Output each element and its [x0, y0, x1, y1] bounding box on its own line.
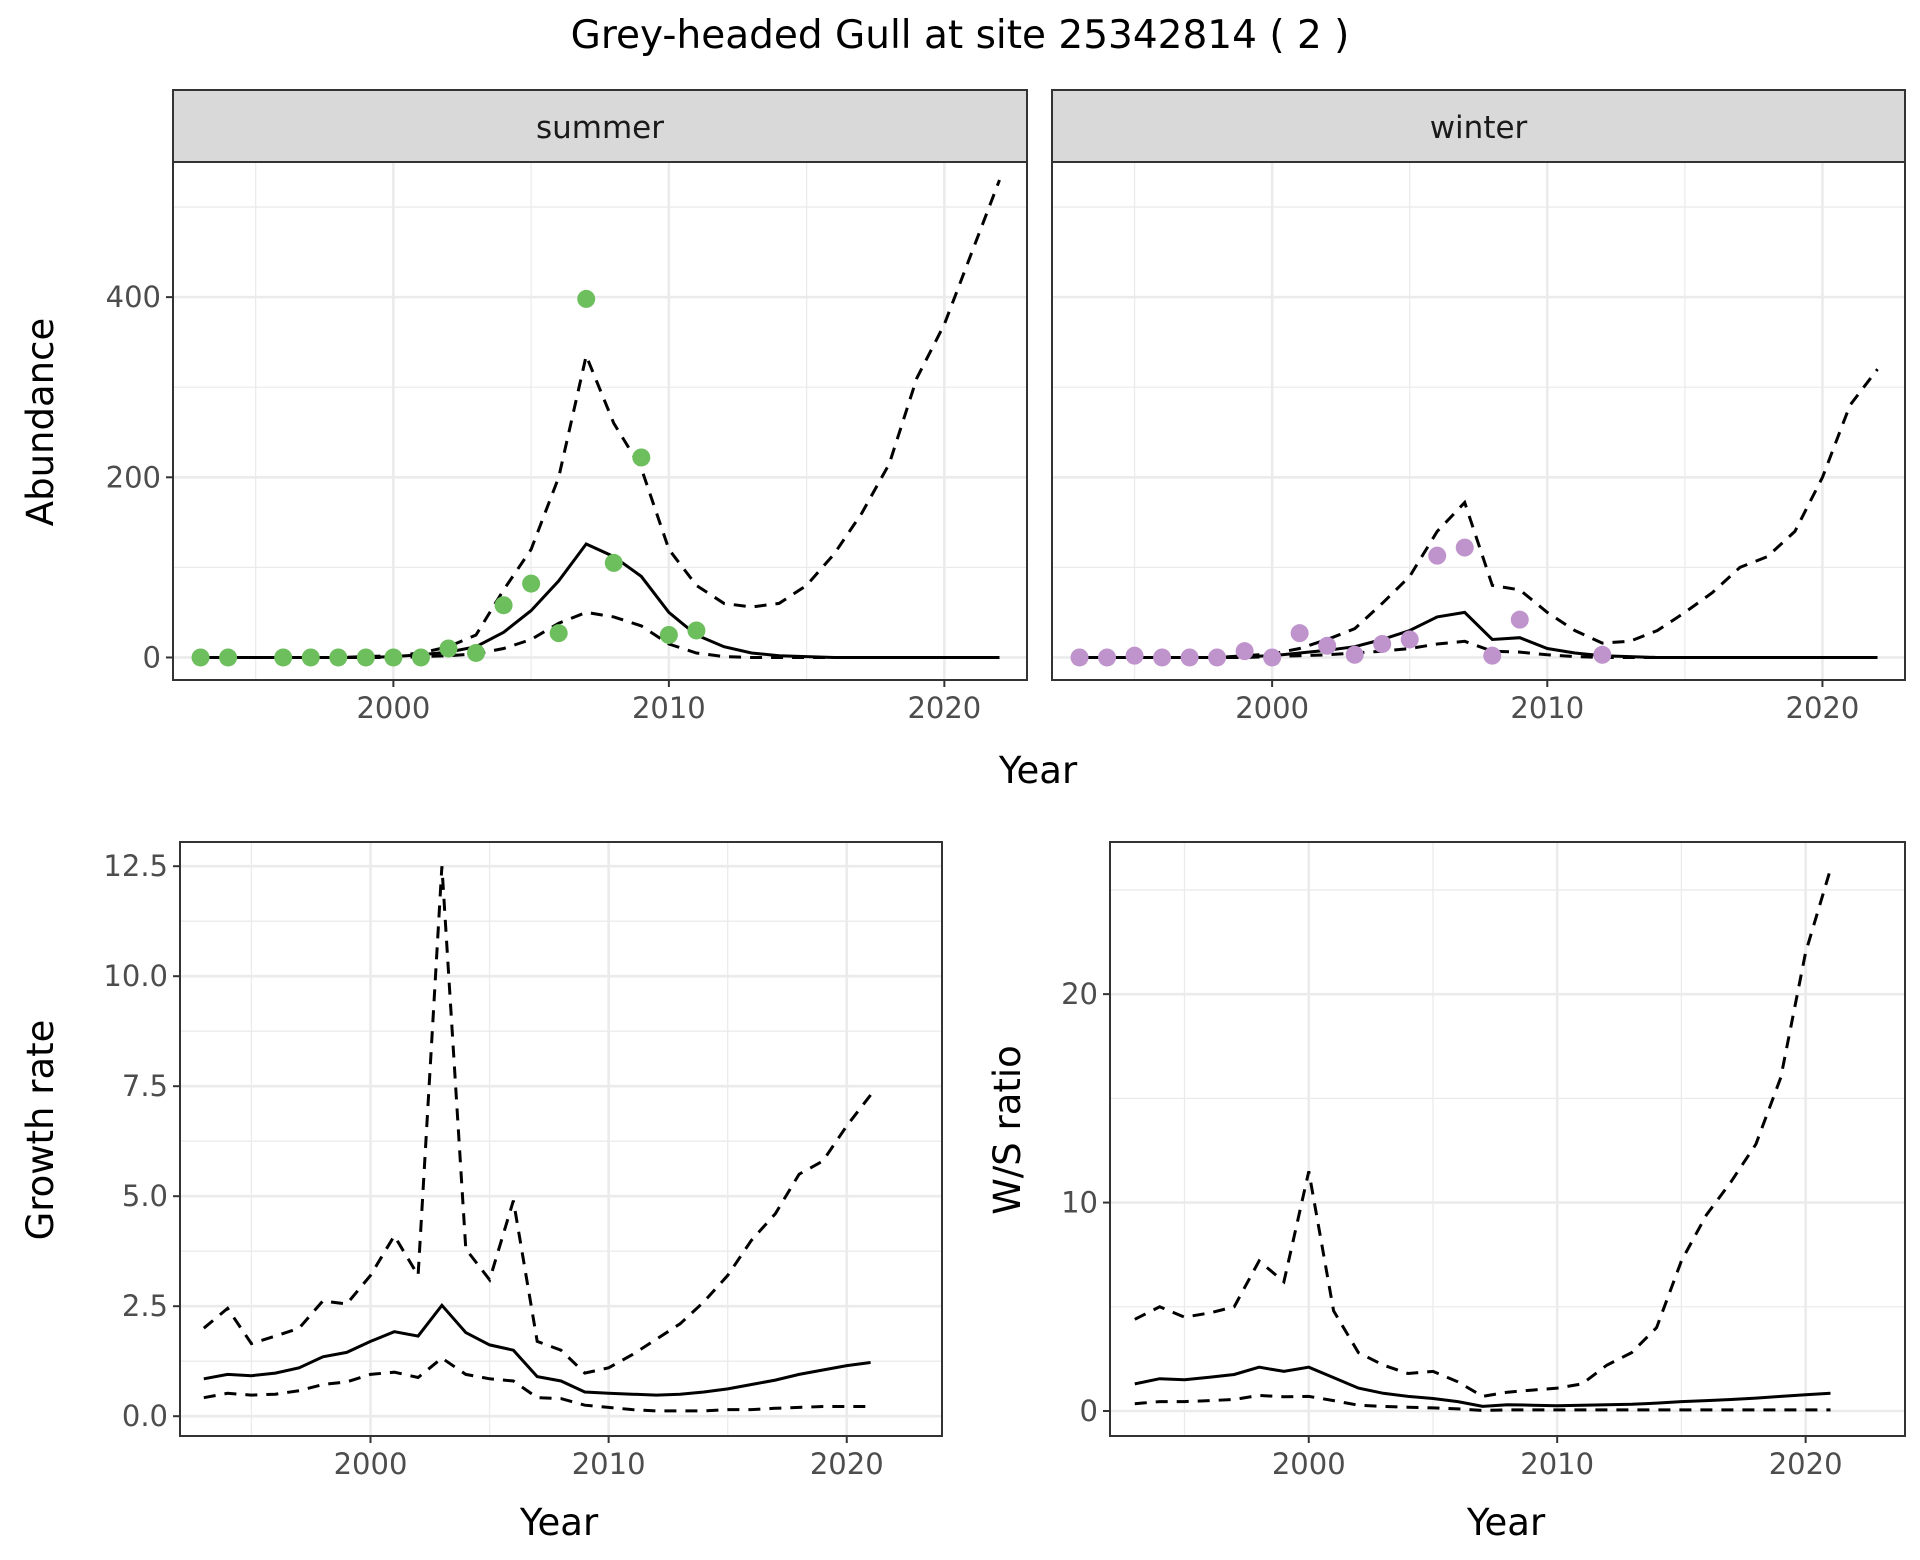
abundance-summer-panel: summer 2000 2010 2020 0 200 400	[106, 89, 1028, 725]
summer-point	[467, 643, 486, 662]
winter-point	[1153, 648, 1172, 667]
summer-point	[604, 553, 623, 572]
x-tick-label: 2000	[334, 1447, 408, 1481]
winter-point	[1125, 646, 1144, 665]
y-tick-label: 10.0	[103, 959, 168, 993]
summer-point	[522, 574, 541, 593]
summer-point	[549, 624, 568, 643]
winter-point	[1455, 538, 1474, 557]
summer-point	[301, 648, 320, 667]
growth-lower-line	[203, 1356, 871, 1413]
summer-point	[411, 648, 430, 667]
panel-border	[1051, 161, 1906, 681]
y-tick-label: 0	[143, 640, 161, 674]
panel-border	[1109, 841, 1906, 1437]
winter-point	[1263, 648, 1282, 667]
y-tick-label: 7.5	[122, 1069, 168, 1103]
x-tick-label: 2000	[1272, 1447, 1346, 1481]
summer-point	[659, 625, 678, 644]
panel-border	[172, 161, 1028, 681]
facet-strip-label: summer	[536, 110, 664, 146]
winter-point	[1290, 624, 1309, 643]
facet-strip	[172, 89, 1028, 163]
ratio-xlabel: Year	[1466, 1501, 1546, 1544]
winter-point	[1070, 648, 1089, 667]
ratio-lower-line	[1134, 1393, 1831, 1412]
y-tick-label: 10	[1061, 1186, 1098, 1220]
winter-point	[1373, 634, 1392, 653]
x-tick-label: 2020	[907, 691, 981, 725]
growth-upper-line	[202, 866, 872, 1375]
x-tick-label: 2000	[356, 691, 430, 725]
summer-point	[274, 648, 293, 667]
facet-strip-label: winter	[1430, 110, 1528, 146]
x-tick-label: 2020	[810, 1447, 884, 1481]
winter-point	[1098, 648, 1117, 667]
panel-background	[173, 162, 1027, 680]
winter-point	[1400, 630, 1419, 649]
summer-point	[191, 648, 210, 667]
facet-strip	[1051, 89, 1906, 163]
x-tick-label: 2020	[1769, 1447, 1843, 1481]
x-tick-label: 2020	[1786, 691, 1860, 725]
panel-border	[179, 841, 943, 1437]
winter-point	[1510, 610, 1529, 629]
winter-point	[1428, 546, 1447, 565]
x-tick-label: 2010	[1520, 1447, 1594, 1481]
summer-point	[494, 596, 513, 615]
x-tick-label: 2010	[572, 1447, 646, 1481]
growth-ylabel: Growth rate	[19, 1020, 62, 1241]
growth-mean-line	[203, 1302, 871, 1397]
summer-point	[329, 648, 348, 667]
summer-point	[439, 639, 458, 658]
ratio-ylabel: W/S ratio	[986, 1045, 1029, 1215]
summer-point	[384, 648, 403, 667]
x-tick-label: 2010	[632, 691, 706, 725]
ratio-mean-line	[1134, 1365, 1831, 1408]
abundance-ylabel: Abundance	[19, 318, 62, 526]
y-tick-label: 2.5	[122, 1289, 168, 1323]
x-tick-label: 2000	[1235, 691, 1309, 725]
winter-point	[1345, 645, 1364, 664]
panel-background	[180, 842, 942, 1436]
abundance-winter-panel: winter 2000 2010 2020	[1051, 89, 1906, 725]
summer-point	[687, 621, 706, 640]
y-tick-label: 5.0	[122, 1179, 168, 1213]
figure-title: Grey-headed Gull at site 25342814 ( 2 )	[571, 13, 1350, 58]
y-tick-label: 0	[1080, 1394, 1098, 1428]
summer-point	[219, 648, 238, 667]
winter-point	[1483, 646, 1502, 665]
x-tick-label: 2010	[1510, 691, 1584, 725]
y-tick-label: 0.0	[122, 1399, 168, 1433]
panel-background	[1110, 842, 1905, 1436]
summer-point	[356, 648, 375, 667]
winter-point	[1593, 645, 1612, 664]
winter-point	[1180, 648, 1199, 667]
winter-point	[1208, 648, 1227, 667]
abundance-xlabel: Year	[998, 749, 1078, 792]
y-tick-label: 20	[1061, 977, 1098, 1011]
summer-point	[632, 448, 651, 467]
winter-point	[1318, 636, 1337, 655]
y-tick-label: 400	[106, 280, 161, 314]
growth-rate-panel: 2000 2010 2020 0.0 2.5 5.0 7.5 10.0 12.5	[103, 841, 943, 1481]
growth-xlabel: Year	[519, 1501, 599, 1544]
ws-ratio-panel: 2000 2010 2020 0 10 20	[1061, 841, 1906, 1481]
y-tick-label: 12.5	[103, 849, 168, 883]
y-tick-label: 200	[106, 460, 161, 494]
winter-point	[1235, 642, 1254, 661]
panel-background	[1052, 162, 1905, 680]
summer-point	[577, 289, 596, 308]
